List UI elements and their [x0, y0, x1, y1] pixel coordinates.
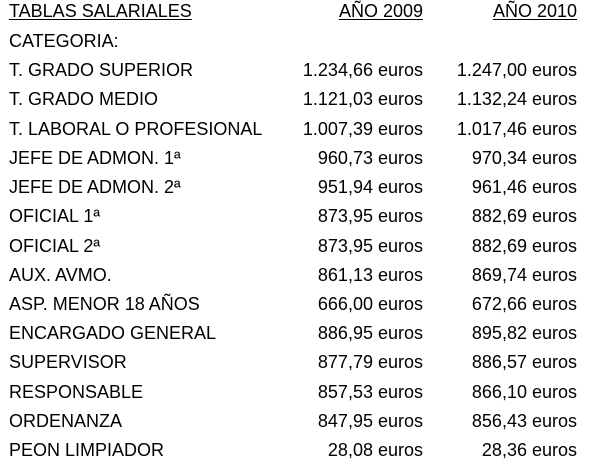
salary-2010-cell: 866,10 euros	[471, 382, 577, 402]
category-cell: PEON LIMPIADOR	[9, 440, 165, 460]
table-row: SUPERVISOR 877,79 euros 886,57 euros	[0, 351, 589, 380]
salary-2009-cell: 28,08 euros	[327, 440, 423, 460]
category-cell: ORDENANZA	[9, 411, 123, 431]
salary-2009-cell: 1.121,03 euros	[302, 89, 423, 109]
salary-2010-cell: 856,43 euros	[471, 411, 577, 431]
salary-2009-cell: 886,95 euros	[317, 323, 423, 343]
category-label-row: CATEGORIA:	[0, 30, 589, 59]
category-cell: T. GRADO MEDIO	[9, 89, 159, 109]
salary-2009-cell: 873,95 euros	[317, 236, 423, 256]
salary-2009-cell: 1.234,66 euros	[302, 60, 423, 80]
salary-2009-cell: 951,94 euros	[317, 177, 423, 197]
salary-2010-cell: 869,74 euros	[471, 265, 577, 285]
salary-2010-cell: 882,69 euros	[471, 236, 577, 256]
category-cell: OFICIAL 2ª	[9, 236, 101, 256]
salary-2010-cell: 672,66 euros	[471, 294, 577, 314]
category-cell: T. LABORAL O PROFESIONAL	[9, 119, 263, 139]
table-row: T. GRADO MEDIO 1.121,03 euros 1.132,24 e…	[0, 88, 589, 117]
category-cell: JEFE DE ADMON. 2ª	[9, 177, 181, 197]
category-cell: ENCARGADO GENERAL	[9, 323, 217, 343]
table-row: T. GRADO SUPERIOR 1.234,66 euros 1.247,0…	[0, 59, 589, 88]
category-label: CATEGORIA:	[9, 31, 119, 51]
column-header-2009: AÑO 2009	[338, 1, 423, 21]
salary-2009-cell: 847,95 euros	[317, 411, 423, 431]
salary-2009-cell: 873,95 euros	[317, 206, 423, 226]
salary-2010-cell: 1.132,24 euros	[456, 89, 577, 109]
table-row: OFICIAL 1ª 873,95 euros 882,69 euros	[0, 205, 589, 234]
table-row: ENCARGADO GENERAL 886,95 euros 895,82 eu…	[0, 322, 589, 351]
column-header-2010: AÑO 2010	[492, 1, 577, 21]
salary-2010-cell: 882,69 euros	[471, 206, 577, 226]
category-cell: ASP. MENOR 18 AÑOS	[9, 294, 200, 314]
table-row: JEFE DE ADMON. 2ª 951,94 euros 961,46 eu…	[0, 176, 589, 205]
salary-2009-cell: 861,13 euros	[317, 265, 423, 285]
table-row: ORDENANZA 847,95 euros 856,43 euros	[0, 410, 589, 439]
table-row: JEFE DE ADMON. 1ª 960,73 euros 970,34 eu…	[0, 147, 589, 176]
table-row: AUX. AVMO. 861,13 euros 869,74 euros	[0, 264, 589, 293]
table-row: ASP. MENOR 18 AÑOS 666,00 euros 672,66 e…	[0, 293, 589, 322]
header-row: TABLAS SALARIALES AÑO 2009 AÑO 2010	[0, 0, 589, 29]
salary-2009-cell: 857,53 euros	[317, 382, 423, 402]
table-row: T. LABORAL O PROFESIONAL 1.007,39 euros …	[0, 118, 589, 147]
category-cell: AUX. AVMO.	[9, 265, 112, 285]
category-cell: T. GRADO SUPERIOR	[9, 60, 194, 80]
category-cell: JEFE DE ADMON. 1ª	[9, 148, 181, 168]
salary-2010-cell: 1.247,00 euros	[456, 60, 577, 80]
salary-2010-cell: 886,57 euros	[471, 352, 577, 372]
table-row: OFICIAL 2ª 873,95 euros 882,69 euros	[0, 235, 589, 264]
salary-2010-cell: 28,36 euros	[481, 440, 577, 460]
table-row: RESPONSABLE 857,53 euros 866,10 euros	[0, 381, 589, 410]
salary-2009-cell: 960,73 euros	[317, 148, 423, 168]
table-title: TABLAS SALARIALES	[9, 1, 192, 21]
salary-2010-cell: 895,82 euros	[471, 323, 577, 343]
salary-2009-cell: 877,79 euros	[317, 352, 423, 372]
salary-2010-cell: 961,46 euros	[471, 177, 577, 197]
salary-2009-cell: 1.007,39 euros	[302, 119, 423, 139]
salary-2010-cell: 970,34 euros	[471, 148, 577, 168]
category-cell: SUPERVISOR	[9, 352, 127, 372]
category-cell: RESPONSABLE	[9, 382, 144, 402]
table-row: PEON LIMPIADOR 28,08 euros 28,36 euros	[0, 439, 589, 468]
category-cell: OFICIAL 1ª	[9, 206, 101, 226]
salary-2009-cell: 666,00 euros	[317, 294, 423, 314]
salary-2010-cell: 1.017,46 euros	[456, 119, 577, 139]
